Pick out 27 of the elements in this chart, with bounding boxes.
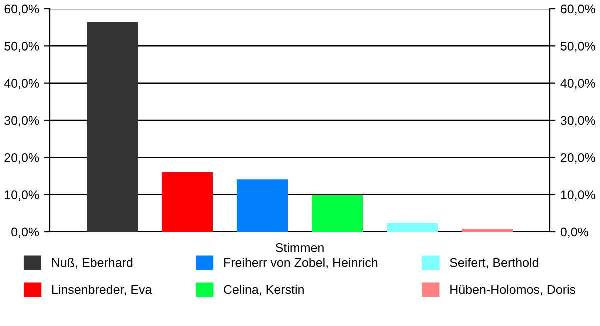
legend-label: Linsenbreder, Eva [52,285,152,296]
y-tick-label: 40,0% [4,79,40,90]
bar [87,22,138,232]
y-tick-label: 30,0% [4,116,40,127]
bar [462,229,513,232]
y-tick-label: 20,0% [4,153,40,164]
text: 0,0% [560,228,588,238]
y-tick-label: 50,0% [4,42,40,52]
legend-label: Hüben-Holomos, Doris [450,285,576,296]
y-tick-label: 0,0% [12,228,40,238]
text: 50,0% [560,42,596,52]
y-tick-label: 60,0% [4,4,40,16]
x-tick-label: Stimmen [276,243,324,252]
bar [162,172,213,232]
bar [237,180,288,232]
text: 60,0% [561,4,596,16]
text: 40,0% [560,79,596,90]
bar [312,195,363,232]
legend-label: Seifert, Berthold [450,258,538,269]
y-tick-label: 10,0% [5,190,40,201]
bar [387,223,438,232]
text: 30,0% [560,116,596,127]
text: 20,0% [561,153,596,164]
text: 10,0% [561,190,596,201]
legend-label: Celina, Kerstin [224,285,304,296]
legend-label: Nuß, Eberhard [52,258,133,269]
legend-label: Freiherr von Zobel, Heinrich [224,258,378,269]
